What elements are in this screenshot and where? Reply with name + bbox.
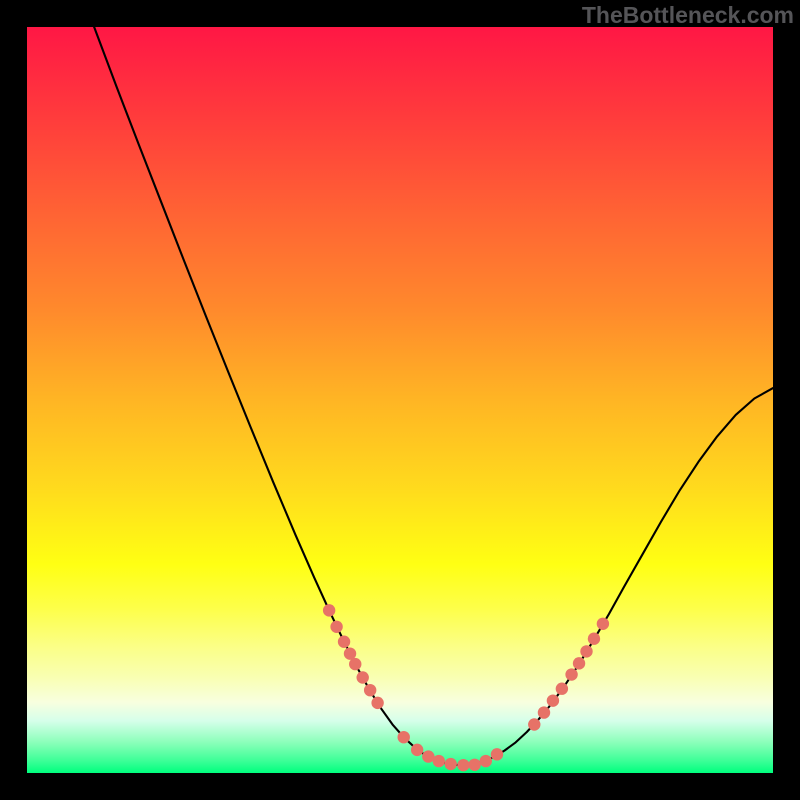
data-marker [445, 758, 457, 770]
data-marker [433, 755, 445, 767]
data-marker [573, 657, 585, 669]
chart-svg [0, 0, 800, 800]
data-marker [323, 604, 335, 616]
data-marker [597, 618, 609, 630]
data-marker [547, 694, 559, 706]
data-marker [580, 645, 592, 657]
data-marker [371, 697, 383, 709]
watermark-text: TheBottleneck.com [582, 2, 794, 29]
chart-container: TheBottleneck.com [0, 0, 800, 800]
data-marker [398, 731, 410, 743]
data-marker [588, 633, 600, 645]
data-marker [565, 668, 577, 680]
data-marker [528, 718, 540, 730]
data-marker [364, 684, 376, 696]
data-marker [457, 759, 469, 771]
data-marker [411, 744, 423, 756]
data-marker [330, 621, 342, 633]
data-marker [468, 759, 480, 771]
data-marker [338, 636, 350, 648]
data-marker [556, 683, 568, 695]
data-marker [480, 755, 492, 767]
data-marker [349, 658, 361, 670]
data-marker [357, 671, 369, 683]
data-marker [491, 748, 503, 760]
chart-background [27, 27, 773, 773]
data-marker [538, 706, 550, 718]
